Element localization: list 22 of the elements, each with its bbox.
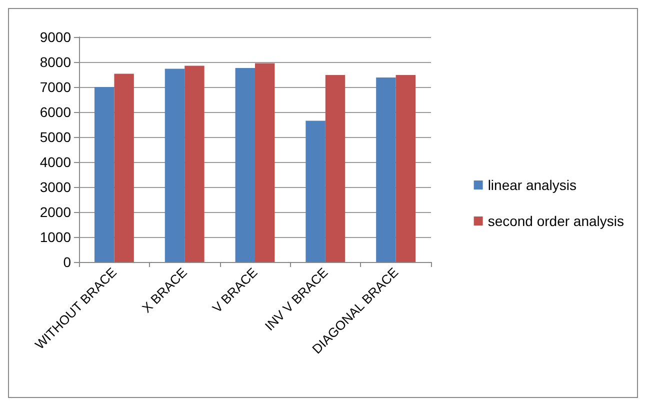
bar: [306, 120, 326, 262]
bar: [235, 68, 255, 262]
y-tick-label: 7000: [40, 79, 72, 95]
y-tick-label: 2000: [40, 204, 72, 220]
bar: [184, 66, 204, 262]
legend-label: second order analysis: [488, 213, 624, 229]
y-tick-label: 3000: [40, 179, 72, 195]
bar: [376, 78, 396, 262]
y-tick-label: 0: [63, 254, 72, 270]
bar: [255, 63, 275, 262]
bar: [164, 68, 185, 262]
bar: [325, 75, 346, 262]
y-tick-label: 6000: [40, 104, 72, 120]
legend-label: linear analysis: [488, 177, 577, 193]
y-tick-label: 5000: [40, 129, 72, 145]
bar: [94, 87, 114, 262]
y-tick-label: 9000: [40, 29, 72, 45]
y-tick-label: 1000: [40, 229, 72, 245]
bar: [396, 75, 416, 262]
y-tick-label: 4000: [40, 154, 72, 170]
bar: [114, 74, 134, 262]
y-tick-label: 8000: [40, 54, 72, 70]
